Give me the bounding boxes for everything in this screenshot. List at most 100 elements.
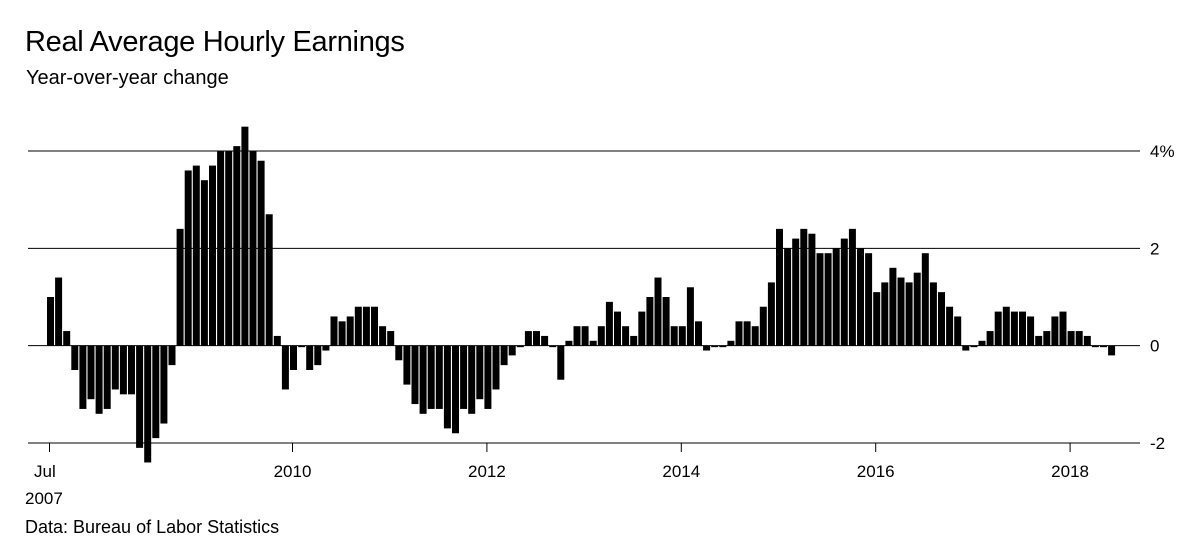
bar: [95, 345, 103, 414]
bar: [759, 306, 767, 346]
bar: [1059, 311, 1067, 346]
x-tick-label: 2016: [857, 462, 895, 481]
bar: [265, 214, 273, 346]
x-tick-label: 2014: [662, 462, 700, 481]
chart-title: Real Average Hourly Earnings: [25, 26, 405, 58]
bar: [589, 340, 597, 346]
bar: [1051, 316, 1059, 346]
bar: [735, 321, 743, 346]
bar: [533, 331, 540, 346]
bar: [541, 335, 549, 346]
bar: [330, 316, 338, 346]
bar: [1010, 311, 1018, 346]
bar: [557, 345, 565, 380]
bar: [427, 345, 435, 409]
bar: [711, 345, 719, 348]
x-tick-label: 2012: [468, 462, 506, 481]
bar: [322, 345, 330, 351]
bar: [986, 331, 994, 346]
bar: [452, 345, 459, 434]
bar: [808, 233, 816, 346]
bar: [654, 277, 662, 346]
bar: [200, 180, 208, 346]
bar: [103, 345, 111, 409]
bar: [614, 311, 621, 346]
bar: [419, 345, 427, 414]
bar: [622, 326, 630, 346]
bar: [387, 331, 395, 346]
bar: [1067, 331, 1075, 346]
bar: [670, 326, 678, 346]
x-axis-ticks: Jul 2007 2010 2012 2014 2016 2018: [25, 443, 1089, 508]
bars: [47, 126, 1116, 463]
bar: [298, 345, 306, 348]
bar: [128, 345, 135, 395]
bar: [1035, 335, 1043, 346]
bar: [176, 228, 184, 346]
bar: [573, 326, 581, 346]
bar: [840, 238, 848, 346]
bar: [751, 326, 759, 346]
bar: [144, 345, 152, 463]
y-tick-label: 4%: [1150, 142, 1175, 161]
bar: [160, 345, 168, 424]
bar: [678, 326, 686, 346]
bar: [314, 345, 322, 366]
bar: [516, 345, 524, 348]
bar: [921, 253, 929, 346]
y-tick-label: 0: [1150, 337, 1159, 356]
bar: [508, 345, 516, 356]
bar: [500, 345, 508, 366]
bar: [306, 345, 314, 370]
bar: [241, 126, 249, 346]
bar: [273, 335, 281, 346]
bar: [662, 297, 670, 346]
bar: [638, 311, 646, 346]
y-axis-ticks: 4% 2 0 -2: [1150, 142, 1175, 453]
bar: [71, 345, 79, 370]
bar: [954, 316, 962, 346]
bar: [767, 282, 775, 346]
bar: [646, 297, 654, 346]
bar: [978, 340, 986, 346]
bar: [1083, 335, 1091, 346]
bar: [994, 311, 1002, 346]
bar: [524, 331, 532, 346]
bar: [484, 345, 492, 409]
bar: [743, 321, 751, 346]
bar: [338, 321, 346, 346]
x-tick-label: 2010: [274, 462, 312, 481]
x-tick-label: 2018: [1051, 462, 1089, 481]
bar: [119, 345, 127, 395]
bar: [281, 345, 289, 390]
bar: [792, 238, 800, 346]
bar: [719, 345, 727, 348]
bar: [1027, 316, 1035, 346]
bar: [379, 326, 387, 346]
bar: [87, 345, 95, 400]
bar: [184, 170, 192, 346]
bar: [168, 345, 176, 366]
bar: [776, 228, 783, 346]
y-tick-label: 2: [1150, 239, 1159, 258]
bar: [1075, 331, 1083, 346]
chart-subtitle: Year-over-year change: [26, 67, 229, 89]
bar: [468, 345, 476, 414]
bar: [354, 306, 362, 346]
bar: [63, 331, 71, 346]
bar: [47, 297, 54, 346]
bar: [460, 345, 468, 409]
bar: [897, 277, 905, 346]
bar: [257, 160, 265, 346]
bar: [848, 228, 856, 346]
bar: [686, 287, 694, 346]
bar: [233, 146, 241, 346]
bar: [1019, 311, 1026, 346]
bar: [881, 282, 889, 346]
bar: [476, 345, 484, 400]
bar: [1108, 345, 1116, 356]
bar: [371, 306, 378, 346]
bar: [816, 253, 824, 346]
bar: [703, 345, 711, 351]
